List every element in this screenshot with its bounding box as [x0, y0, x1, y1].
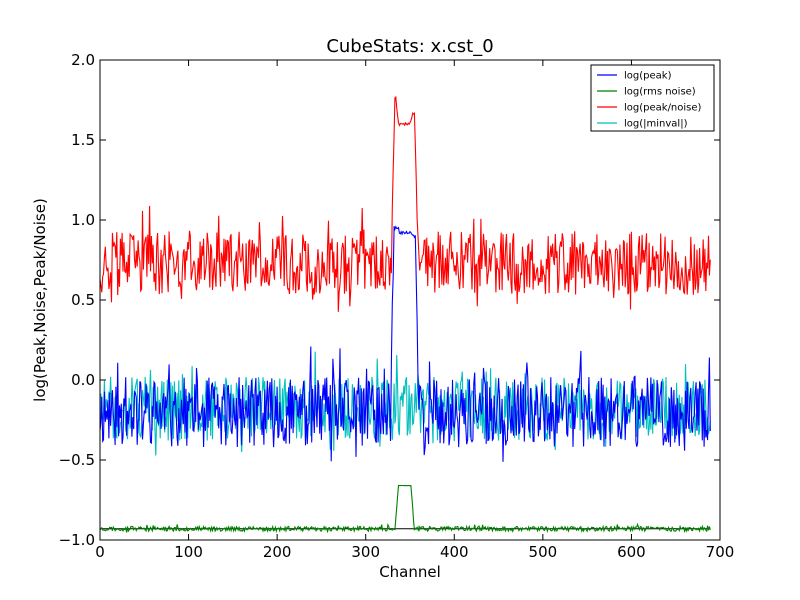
plot-lines [99, 95, 711, 534]
x-tick-label: 200 [263, 543, 292, 561]
x-tick-label: 600 [617, 543, 646, 561]
x-ticks: 0 100 200 300 400 500 600 700 [95, 60, 734, 561]
y-tick-label: −0.5 [59, 451, 95, 469]
legend-entry: log(|minval|) [624, 119, 688, 130]
y-tick-label: 2.0 [71, 51, 95, 69]
legend-box [590, 64, 715, 132]
y-tick-label: 1.0 [71, 211, 95, 229]
legend-entry: log(peak) [624, 71, 672, 82]
x-tick-label: 0 [95, 543, 105, 561]
y-tick-label: 0.0 [71, 371, 95, 389]
x-tick-label: 400 [440, 543, 469, 561]
y-tick-label: −1.0 [59, 531, 95, 549]
legend: log(peak) log(rms noise) log(peak/noise) lo… [590, 64, 715, 132]
x-tick-label: 500 [529, 543, 558, 561]
y-tick-label: 0.5 [71, 291, 95, 309]
legend-entry: log(peak/noise) [624, 103, 702, 114]
y-tick-label: 1.5 [71, 131, 95, 149]
x-axis-label: Channel [379, 563, 441, 581]
series-line-log-minval- [99, 351, 711, 456]
chart-title: CubeStats: x.cst_0 [326, 36, 493, 57]
x-tick-label: 300 [351, 543, 380, 561]
y-ticks: −1.0 −0.5 0.0 0.5 1.0 1.5 2.0 [59, 51, 720, 549]
legend-entry: log(rms noise) [624, 87, 696, 98]
x-tick-label: 100 [174, 543, 203, 561]
y-axis-label: log(Peak,Noise,Peak/Noise) [31, 198, 49, 402]
x-tick-label: 700 [706, 543, 735, 561]
series-line-log-peak- [99, 225, 711, 462]
series-line-log-rms-noise- [99, 484, 711, 534]
series-line-log-peak-noise- [99, 95, 711, 312]
